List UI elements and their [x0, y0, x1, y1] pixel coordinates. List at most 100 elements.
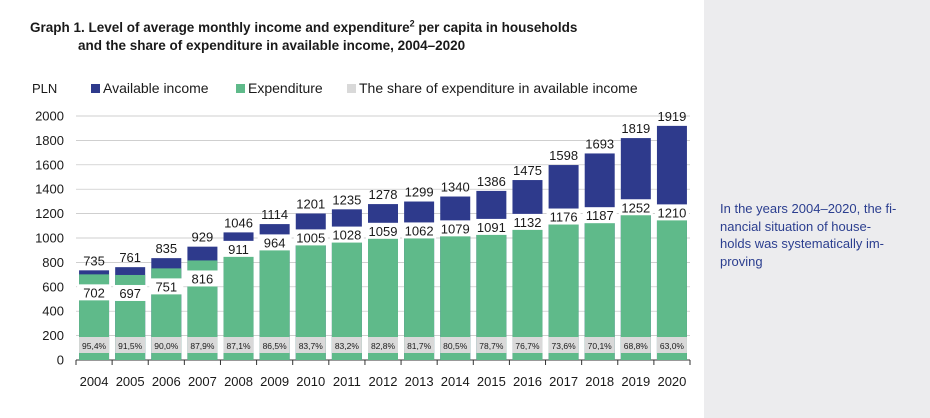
y-tick-label: 0: [57, 353, 64, 368]
y-tick-label: 1400: [35, 182, 64, 197]
share-label: 70,1%: [588, 341, 613, 351]
y-tick-label: 1200: [35, 206, 64, 221]
legend-label: The share of expenditure in available in…: [359, 80, 638, 96]
share-label: 78,7%: [479, 341, 504, 351]
share-label: 81,7%: [407, 341, 432, 351]
expenditure-value-label: 702: [83, 285, 105, 300]
income-value-label: 761: [119, 250, 141, 265]
income-value-label: 1299: [405, 185, 434, 200]
expenditure-label-box: [510, 213, 545, 230]
expenditure-value-label: 697: [119, 286, 141, 301]
share-strip: [331, 337, 362, 353]
expenditure-value-label: 1062: [405, 223, 434, 238]
expenditure-label-box: [185, 270, 220, 287]
expenditure-value-label: 1059: [369, 224, 398, 239]
expenditure-value-label: 1005: [296, 230, 325, 245]
x-tick-label: 2011: [333, 374, 361, 389]
legend-swatch: [347, 84, 356, 93]
share-strip: [584, 337, 615, 353]
bar-expenditure: [512, 221, 543, 360]
expenditure-value-label: 751: [155, 279, 177, 294]
income-value-label: 835: [155, 241, 177, 256]
share-label: 82,8%: [371, 341, 396, 351]
sidebar-panel: [704, 0, 930, 418]
income-value-label: 1235: [332, 192, 361, 207]
expenditure-value-label: 1132: [513, 215, 541, 230]
expenditure-label-box: [329, 226, 364, 243]
legend-swatch: [91, 84, 100, 93]
y-tick-label: 200: [42, 328, 64, 343]
legend-label: Expenditure: [248, 80, 323, 96]
share-strip: [295, 337, 326, 353]
share-label: 87,9%: [190, 341, 215, 351]
share-strip: [368, 337, 398, 353]
x-tick-label: 2016: [513, 374, 542, 389]
expenditure-label-box: [618, 199, 653, 216]
x-tick-label: 2012: [369, 374, 398, 389]
expenditure-value-label: 1028: [332, 228, 361, 243]
share-strip: [548, 337, 579, 353]
title-line-1: Graph 1. Level of average monthly income…: [30, 18, 578, 35]
share-label: 83,2%: [335, 341, 360, 351]
expenditure-value-label: 816: [192, 271, 214, 286]
income-value-label: 1475: [513, 163, 542, 178]
expenditure-value-label: 1210: [657, 205, 686, 220]
expenditure-value-label: 1079: [441, 221, 470, 236]
share-label: 91,5%: [118, 341, 143, 351]
share-label: 95,4%: [82, 341, 107, 351]
share-strip: [656, 337, 687, 353]
expenditure-label-box: [113, 284, 148, 301]
x-tick-label: 2020: [657, 374, 686, 389]
share-strip: [476, 337, 507, 353]
share-label: 83,7%: [299, 341, 324, 351]
expenditure-label-box: [654, 204, 689, 221]
share-label: 87,1%: [226, 341, 251, 351]
expenditure-label-box: [366, 222, 400, 239]
x-tick-label: 2006: [152, 374, 181, 389]
share-strip: [115, 337, 146, 353]
x-tick-label: 2007: [188, 374, 217, 389]
share-strip: [79, 337, 110, 353]
share-label: 63,0%: [660, 341, 685, 351]
expenditure-value-label: 964: [264, 235, 286, 250]
expenditure-label-box: [257, 234, 292, 251]
expenditure-label-box: [293, 229, 328, 246]
income-value-label: 1046: [224, 215, 253, 230]
y-tick-label: 1000: [35, 231, 64, 246]
title-line-2: and the share of expenditure in availabl…: [78, 37, 466, 53]
y-axis-label: PLN: [32, 81, 57, 96]
chart-title: Graph 1. Level of average monthly income…: [30, 14, 577, 55]
x-tick-label: 2015: [477, 374, 506, 389]
share-label: 73,6%: [552, 341, 577, 351]
bar-expenditure: [620, 207, 651, 360]
side-note: In the years 2004–2020, the fi- nancial …: [720, 201, 897, 269]
expenditure-label-box: [221, 240, 256, 257]
x-tick-label: 2008: [224, 374, 253, 389]
title-footnote-mark: 2: [409, 18, 415, 28]
legend-label: Available income: [103, 80, 209, 96]
income-value-label: 929: [192, 230, 214, 245]
income-value-label: 1114: [261, 207, 288, 222]
x-tick-label: 2013: [405, 374, 434, 389]
expenditure-label-box: [582, 207, 617, 224]
expenditure-value-label: 911: [228, 242, 249, 257]
y-tick-label: 800: [42, 255, 64, 270]
y-tick-label: 600: [42, 279, 64, 294]
income-value-label: 1693: [585, 136, 614, 151]
share-strip: [512, 337, 543, 353]
income-value-label: 1201: [296, 196, 325, 211]
x-tick-label: 2005: [116, 374, 145, 389]
expenditure-label-box: [546, 208, 581, 225]
share-label: 86,5%: [263, 341, 288, 351]
share-label: 68,8%: [624, 341, 649, 351]
x-tick-label: 2009: [260, 374, 289, 389]
share-strip: [440, 337, 471, 353]
share-strip: [187, 337, 218, 353]
expenditure-label-box: [438, 220, 473, 237]
share-strip: [259, 337, 290, 353]
x-tick-label: 2004: [80, 374, 109, 389]
share-strip: [404, 337, 435, 353]
income-value-label: 735: [83, 253, 105, 268]
y-tick-label: 400: [42, 304, 64, 319]
